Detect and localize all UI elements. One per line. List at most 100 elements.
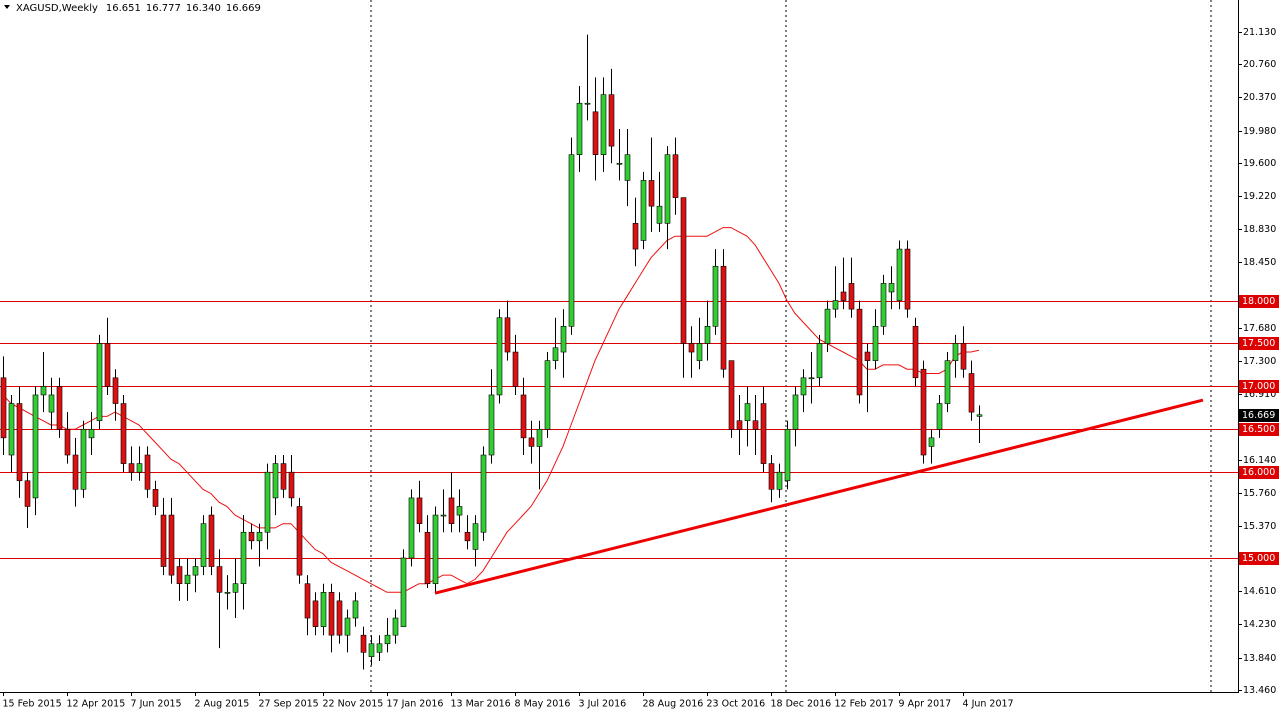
x-tick-label: 12 Apr 2015 — [67, 699, 126, 710]
candle-body — [760, 403, 767, 464]
candle-body — [56, 386, 63, 430]
candle-body — [256, 531, 263, 542]
candle-body — [208, 514, 215, 567]
candle-body — [104, 343, 111, 387]
candle-body — [192, 566, 199, 576]
candle-body — [168, 514, 175, 576]
candle-body — [816, 343, 823, 379]
candle-body — [416, 497, 423, 524]
x-tick-label: 15 Feb 2015 — [3, 699, 62, 710]
x-tick-label: 12 Feb 2017 — [835, 699, 894, 710]
candle-body — [496, 317, 503, 396]
candle-body — [336, 600, 343, 636]
chart-header: XAGUSD,Weekly 16.651 16.777 16.340 16.669 — [16, 3, 261, 14]
candle-body — [240, 531, 247, 585]
menu-triangle[interactable] — [4, 5, 10, 9]
level-label-box — [1239, 337, 1279, 350]
candle-body — [144, 454, 151, 490]
candle-body — [624, 154, 631, 181]
candle-body — [960, 343, 967, 370]
candle-body — [912, 326, 919, 379]
candle-body — [392, 617, 399, 636]
candle-body — [384, 634, 391, 645]
candle-body — [184, 574, 191, 585]
candle-body — [928, 437, 935, 447]
y-tick-label: 19.600 — [1243, 158, 1276, 169]
y-tick-label: 15.370 — [1243, 521, 1276, 532]
candle-body — [176, 566, 183, 585]
candle-body — [456, 506, 463, 516]
x-tick-label: 4 Jun 2017 — [963, 699, 1014, 710]
candle-body — [296, 506, 303, 576]
candle-body — [528, 437, 535, 447]
candle-body — [600, 94, 607, 156]
candle-body — [976, 414, 983, 417]
candle-body — [848, 283, 855, 310]
candle-body — [728, 360, 735, 430]
candle-body — [408, 497, 415, 559]
level-label: 17.000 — [1242, 381, 1275, 392]
candle-body — [736, 420, 743, 430]
candle-body — [608, 94, 615, 147]
level-label: 18.000 — [1242, 296, 1275, 307]
candle-body — [128, 463, 135, 473]
candle-body — [872, 326, 879, 361]
y-tick-label: 18.830 — [1243, 224, 1276, 235]
candle-body — [200, 523, 207, 567]
x-tick-label: 2 Aug 2015 — [195, 699, 250, 710]
candle-body — [544, 360, 551, 430]
candle-body — [216, 566, 223, 593]
y-tick-label: 17.680 — [1243, 323, 1276, 334]
moving-average — [2, 227, 980, 593]
y-tick-label: 13.460 — [1243, 685, 1276, 696]
y-tick-label: 13.840 — [1243, 653, 1276, 664]
candle-body — [832, 300, 839, 310]
candle-body — [248, 531, 255, 542]
candle-body — [864, 351, 871, 361]
candle-body — [424, 531, 431, 585]
candle-body — [312, 600, 319, 627]
level-label-box — [1239, 295, 1279, 308]
candle-body — [856, 308, 863, 396]
candle-body — [824, 308, 831, 344]
candle-body — [288, 471, 295, 499]
candle-body — [400, 557, 407, 627]
candle-body — [320, 591, 327, 627]
candle-body — [888, 283, 895, 293]
candle-body — [512, 351, 519, 387]
candle-body — [568, 154, 575, 327]
open-value: 16.651 — [106, 3, 141, 14]
candle-body — [88, 428, 95, 439]
candle-body — [272, 463, 279, 499]
candle-body — [280, 463, 287, 490]
level-label-box — [1239, 423, 1279, 436]
candle-body — [704, 326, 711, 344]
candle-body — [304, 583, 311, 619]
level-label: 16.500 — [1242, 424, 1275, 435]
candle-body — [264, 471, 271, 533]
close-value: 16.669 — [226, 3, 261, 14]
current-price-label: 16.669 — [1242, 410, 1275, 421]
candle-body — [904, 248, 911, 310]
candle-body — [64, 428, 71, 456]
candle-body — [80, 428, 87, 490]
x-tick-label: 27 Sep 2015 — [259, 699, 319, 710]
candle-body — [432, 514, 439, 585]
candle-body — [224, 591, 231, 594]
y-tick-label: 14.610 — [1243, 586, 1276, 597]
candle-body — [640, 180, 647, 241]
candle-body — [112, 377, 119, 404]
x-tick-label: 8 May 2016 — [515, 699, 571, 710]
y-tick-label: 15.760 — [1243, 488, 1276, 499]
candle-body — [688, 343, 695, 353]
low-value: 16.340 — [186, 3, 221, 14]
candle-body — [880, 283, 887, 327]
candle-body — [344, 617, 351, 636]
candle-body — [352, 600, 359, 619]
level-label: 17.500 — [1242, 338, 1275, 349]
candle-body — [768, 463, 775, 490]
candle-body — [48, 394, 55, 413]
candle-body — [656, 205, 663, 224]
